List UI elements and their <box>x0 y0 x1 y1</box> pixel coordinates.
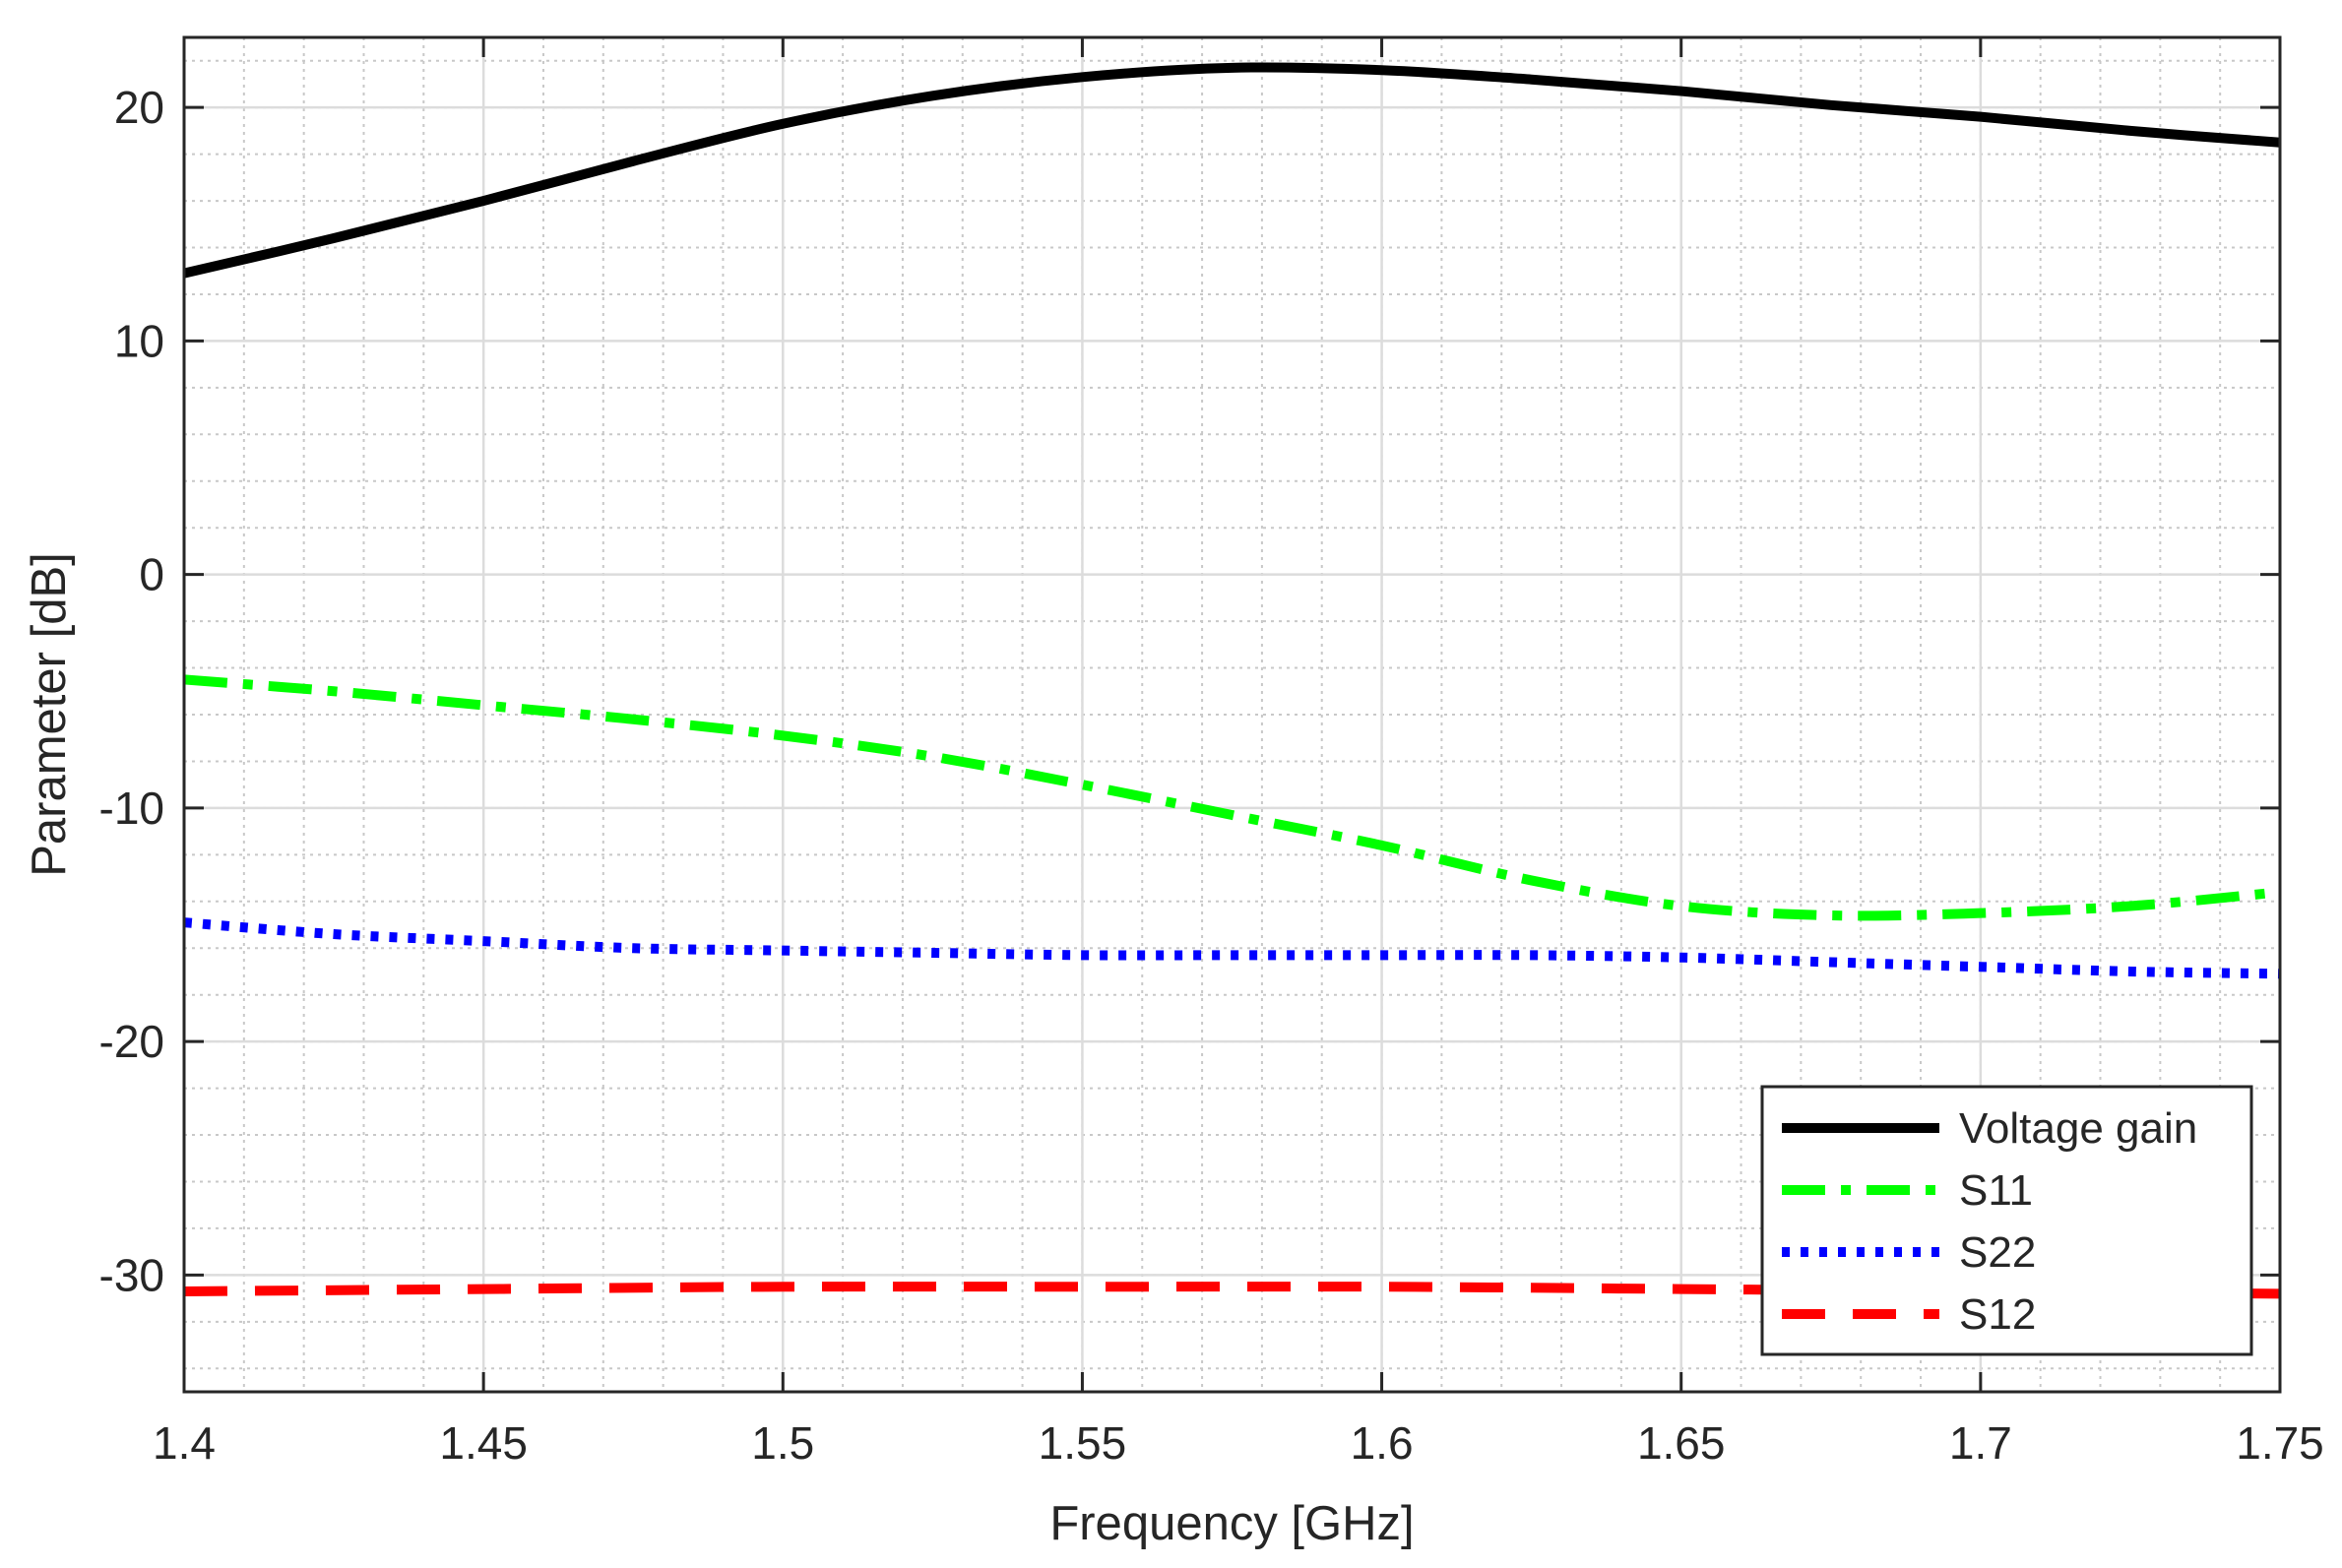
x-tick-label: 1.75 <box>2236 1417 2324 1469</box>
x-axis-label: Frequency [GHz] <box>1049 1497 1414 1550</box>
y-tick-label: 10 <box>114 315 164 366</box>
x-tick-label: 1.65 <box>1637 1417 1726 1469</box>
y-tick-label: 20 <box>114 82 164 133</box>
x-tick-label: 1.6 <box>1351 1417 1414 1469</box>
x-tick-label: 1.4 <box>153 1417 216 1469</box>
x-tick-label: 1.45 <box>439 1417 528 1469</box>
major-grid <box>184 37 2280 1392</box>
y-axis-label: Parameter [dB] <box>23 552 76 877</box>
legend-label-s11: S11 <box>1959 1166 2033 1215</box>
y-tick-label: -30 <box>99 1249 164 1300</box>
legend-label-voltage-gain: Voltage gain <box>1959 1104 2197 1153</box>
y-tick-label: -20 <box>99 1016 164 1067</box>
series-line-voltage-gain <box>182 62 2281 279</box>
plot-frame <box>182 35 2282 1394</box>
legend-label-s12: S12 <box>1959 1290 2036 1339</box>
legend: Voltage gain S11 S22 S12 <box>1760 1085 2253 1356</box>
legend-label-s22: S22 <box>1959 1228 2036 1277</box>
x-tick-labels: 1.4 1.45 1.5 1.55 1.6 1.65 1.7 1.75 <box>153 1417 2324 1469</box>
y-tick-label: 0 <box>139 549 164 600</box>
x-tick-label: 1.5 <box>751 1417 814 1469</box>
x-tick-label: 1.55 <box>1039 1417 1127 1469</box>
series-line-s11 <box>183 674 2281 921</box>
series-line-s22 <box>183 917 2281 979</box>
x-tick-label: 1.7 <box>1949 1417 2012 1469</box>
series-layer <box>182 62 2281 1299</box>
tick-marks <box>182 37 2282 1392</box>
y-tick-labels: -30 -20 -10 0 10 20 <box>99 82 164 1300</box>
y-tick-label: -10 <box>99 783 164 834</box>
